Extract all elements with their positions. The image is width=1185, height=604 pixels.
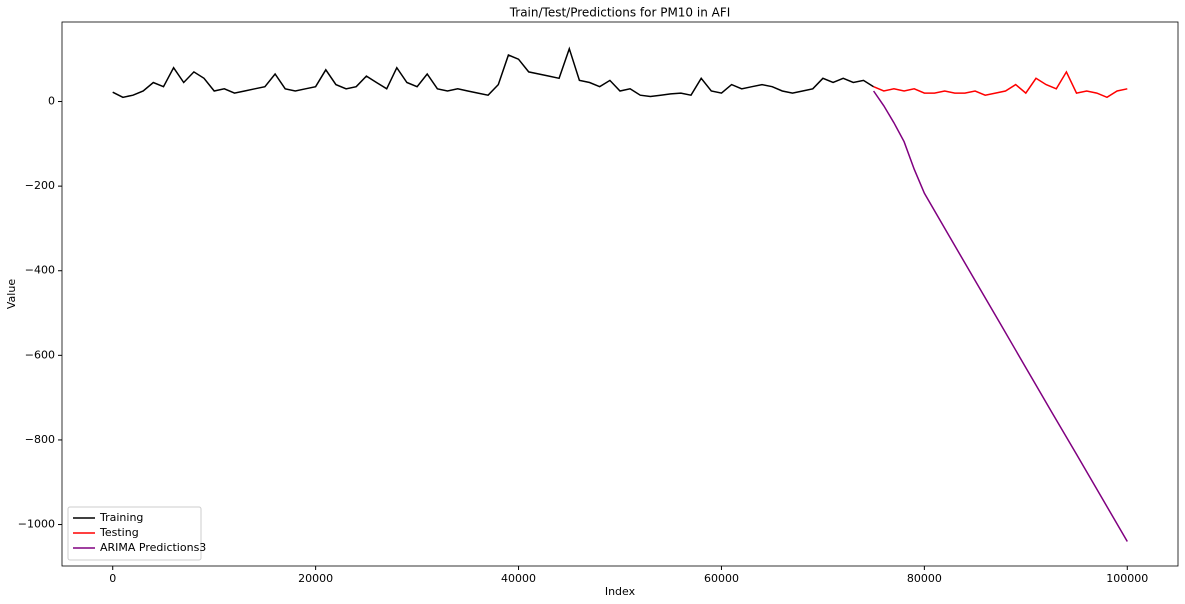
legend-box [67, 506, 202, 561]
chart-title: Train/Test/Predictions for PM10 in AFI [509, 6, 731, 20]
y-tick-label: −200 [25, 179, 55, 192]
x-tick-label: 40000 [501, 572, 536, 585]
x-axis-label: Index [605, 585, 636, 598]
legend-label: Training [99, 511, 143, 524]
x-tick-label: 60000 [704, 572, 739, 585]
legend-label: Testing [99, 526, 139, 539]
series-line [873, 70, 1128, 99]
plot-frame [61, 21, 1179, 567]
x-tick-label: 0 [109, 572, 116, 585]
legend-label: ARIMA Predictions3 [100, 541, 206, 554]
series-line [872, 90, 1128, 542]
y-tick-label: −800 [25, 433, 55, 446]
x-tick-label: 20000 [298, 572, 333, 585]
series-line [112, 46, 874, 99]
x-tick-label: 100000 [1106, 572, 1148, 585]
x-tick-label: 80000 [907, 572, 942, 585]
y-axis-label: Value [5, 279, 18, 309]
y-tick-label: −400 [25, 264, 55, 277]
y-tick-label: −600 [25, 348, 55, 361]
y-tick-label: −1000 [18, 518, 55, 531]
y-tick-label: 0 [48, 95, 55, 108]
